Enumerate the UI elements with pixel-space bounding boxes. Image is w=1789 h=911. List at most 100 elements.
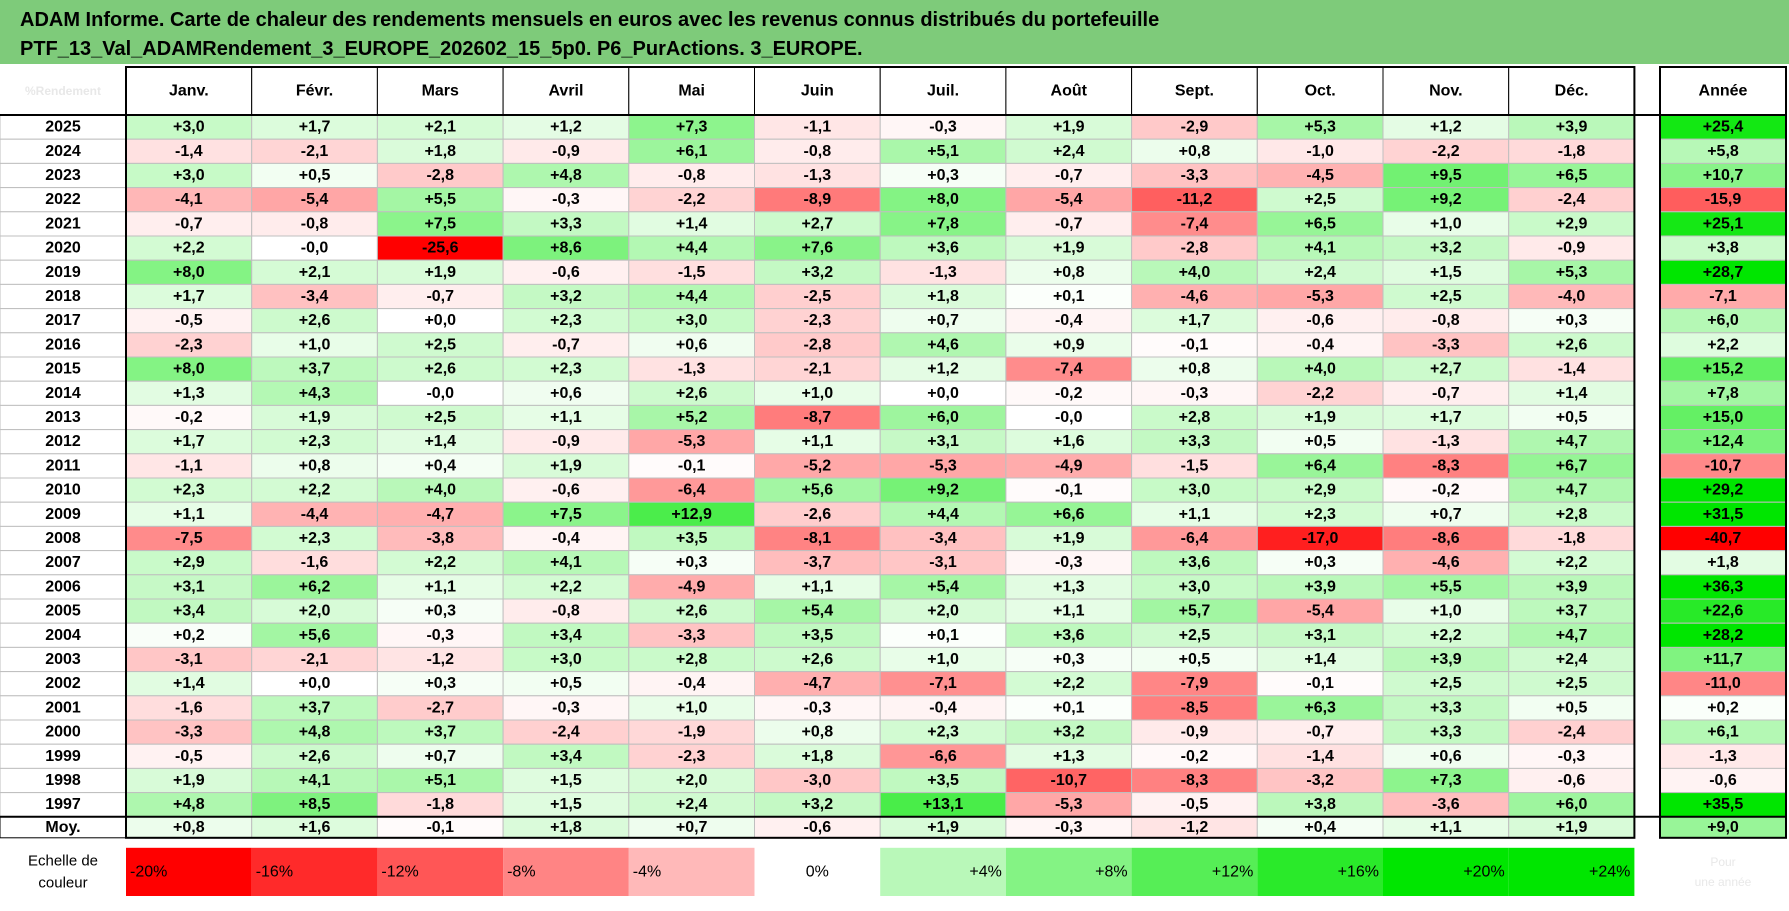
heat-value: +2,6 xyxy=(676,385,708,402)
heat-cell xyxy=(1131,356,1258,382)
heat-cell xyxy=(125,162,253,189)
heat-value: +1,0 xyxy=(1430,603,1462,620)
heat-value: +2,5 xyxy=(1179,627,1211,644)
heat-cell xyxy=(1131,574,1258,600)
year-label: 2004 xyxy=(45,627,81,644)
heat-value: -3,6 xyxy=(1432,796,1460,813)
year-label: 2021 xyxy=(45,215,81,232)
heat-value: +0,4 xyxy=(424,457,456,474)
annual-cell xyxy=(1659,792,1787,818)
heat-value: -1,0 xyxy=(1306,143,1334,160)
heat-cell xyxy=(376,429,504,455)
heat-value: -17,0 xyxy=(1302,530,1339,547)
heat-cell xyxy=(1005,114,1133,140)
corner-label: %Rendement xyxy=(25,84,101,98)
heat-cell xyxy=(502,622,630,648)
heat-value: +1,6 xyxy=(1053,433,1085,450)
heat-cell xyxy=(251,114,378,140)
heat-cell xyxy=(628,646,755,673)
scale-swatch-label: +12% xyxy=(1212,863,1253,880)
heat-cell xyxy=(754,695,881,721)
scale-swatch xyxy=(1131,847,1258,896)
heat-cell xyxy=(1256,114,1384,140)
annual-value: -1,3 xyxy=(1709,748,1737,765)
heat-value: +1,9 xyxy=(173,772,205,789)
heat-value: +6,1 xyxy=(676,143,708,160)
heat-cell xyxy=(1256,380,1384,406)
heat-value: -0,8 xyxy=(301,215,329,232)
heat-cell xyxy=(125,743,253,769)
annual-value: +11,7 xyxy=(1703,651,1743,668)
heat-value: +1,9 xyxy=(1053,240,1085,257)
heat-cell xyxy=(1005,792,1133,818)
heat-value: +4,7 xyxy=(1556,482,1588,499)
heat-value: -2,1 xyxy=(301,651,329,668)
heat-value: -7,4 xyxy=(1055,361,1083,378)
scale-swatch-label: +8% xyxy=(1095,863,1127,880)
heat-cell xyxy=(879,767,1007,794)
heat-cell xyxy=(1131,646,1258,673)
heat-value: +2,3 xyxy=(173,482,205,499)
heat-cell xyxy=(754,332,881,358)
heat-cell xyxy=(879,695,1007,721)
heat-cell xyxy=(1508,501,1635,527)
heat-cell xyxy=(628,767,755,794)
heat-value: -5,3 xyxy=(1306,288,1334,305)
heat-cell xyxy=(754,646,881,673)
heat-value: +0,7 xyxy=(1430,506,1462,523)
heat-value: +5,1 xyxy=(927,143,959,160)
heat-value: +0,8 xyxy=(802,724,834,741)
heat-value: -3,0 xyxy=(804,772,832,789)
heat-cell xyxy=(1131,622,1258,648)
heat-value: +2,2 xyxy=(1430,627,1462,644)
heat-value: +2,8 xyxy=(1556,506,1588,523)
heat-value: +4,8 xyxy=(299,724,331,741)
heat-cell xyxy=(879,622,1007,648)
annual-value: +10,7 xyxy=(1703,167,1744,184)
heat-value: -0,2 xyxy=(1055,385,1083,402)
heat-value: -2,8 xyxy=(426,167,454,184)
year-label: 2025 xyxy=(45,119,81,136)
heat-value: +4,7 xyxy=(1556,433,1588,450)
heat-cell xyxy=(879,792,1007,818)
heat-cell xyxy=(125,283,253,310)
heat-cell xyxy=(754,404,881,431)
heat-value: +1,9 xyxy=(424,264,456,281)
heat-cell xyxy=(125,356,253,382)
heat-cell xyxy=(376,550,504,576)
heat-cell xyxy=(754,138,881,164)
heat-value: +4,4 xyxy=(676,288,708,305)
heat-value: +1,1 xyxy=(424,578,456,595)
heat-value: -0,5 xyxy=(1181,796,1209,813)
heat-cell xyxy=(376,767,504,794)
heat-cell xyxy=(251,622,378,648)
month-header-label: Sept. xyxy=(1175,83,1214,100)
heat-value: +3,0 xyxy=(1179,482,1211,499)
month-header-label: Mai xyxy=(678,83,705,100)
annual-value: +25,1 xyxy=(1703,215,1744,232)
heat-value: -0,3 xyxy=(804,699,832,716)
heat-cell xyxy=(251,646,378,673)
heat-value: +4,6 xyxy=(927,336,959,353)
heat-value: +2,2 xyxy=(299,482,331,499)
heat-value: -8,5 xyxy=(1181,699,1209,716)
average-value: +0,7 xyxy=(676,819,708,836)
scale-swatch xyxy=(126,847,252,896)
heat-value: +0,2 xyxy=(173,627,205,644)
heat-value: -0,1 xyxy=(1055,482,1083,499)
heat-value: +4,7 xyxy=(1556,627,1588,644)
heat-cell xyxy=(502,259,630,285)
heat-value: +3,4 xyxy=(173,603,205,620)
heat-cell xyxy=(1508,211,1635,237)
heat-value: +1,5 xyxy=(550,796,582,813)
heat-value: +3,3 xyxy=(550,215,582,232)
heat-cell xyxy=(1382,550,1510,576)
scale-annual-note-line-1: Pour xyxy=(1710,855,1735,869)
heat-value: +2,0 xyxy=(299,603,331,620)
heat-cell xyxy=(628,380,755,406)
heat-cell xyxy=(879,453,1007,479)
heat-cell xyxy=(1508,380,1635,406)
heat-cell xyxy=(251,356,378,382)
heat-value: -1,3 xyxy=(1432,433,1460,450)
